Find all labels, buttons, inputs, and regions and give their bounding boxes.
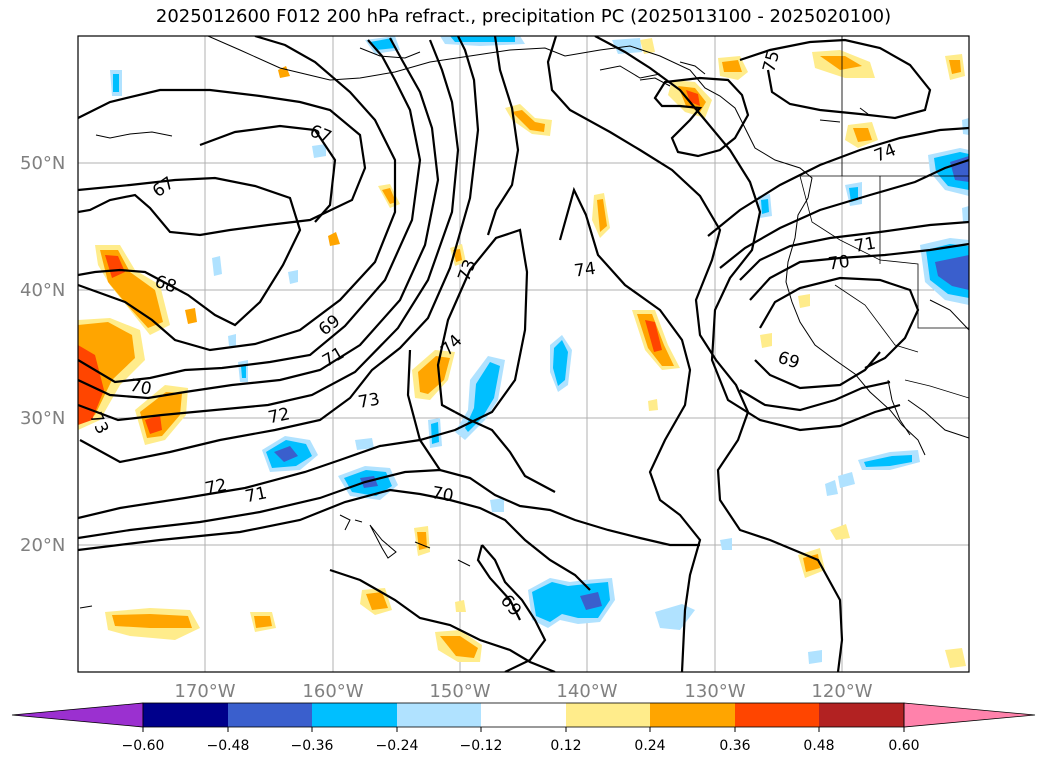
- colorbar-segment: [143, 703, 228, 727]
- lon-label-140w: 140°W: [556, 681, 617, 702]
- lon-label-130w: 130°W: [684, 681, 745, 702]
- colorbar: −0.60 −0.48 −0.36 −0.24 −0.12 0.12 0.24 …: [11, 702, 1036, 754]
- contour-label: 70: [827, 252, 851, 275]
- colorbar-segment: [312, 703, 397, 727]
- lat-label-50n: 50°N: [20, 153, 65, 174]
- colorbar-tick-label: −0.48: [207, 738, 250, 754]
- lat-label-40n: 40°N: [20, 280, 65, 301]
- colorbar-tick-label: 0.60: [888, 738, 919, 754]
- contour-label: 71: [853, 233, 878, 256]
- contour-label: 70: [430, 483, 455, 506]
- colorbar-tick-label: −0.60: [122, 738, 165, 754]
- contour-label: 73: [357, 389, 382, 412]
- colorbar-tick-label: −0.36: [291, 738, 334, 754]
- colorbar-tick-label: 0.24: [634, 738, 665, 754]
- colorbar-segment: [397, 703, 481, 727]
- lon-label-170w: 170°W: [174, 681, 235, 702]
- national-borders: [799, 36, 969, 399]
- lon-label-120w: 120°W: [811, 681, 872, 702]
- lat-label-30n: 30°N: [20, 408, 65, 429]
- lon-label-150w: 150°W: [429, 681, 490, 702]
- figure-title: 2025012600 F012 200 hPa refract., precip…: [155, 6, 892, 27]
- contour-label: 70: [128, 376, 153, 400]
- refractivity-contours: [78, 36, 969, 672]
- colorbar-tick-label: 0.12: [550, 738, 581, 754]
- contour-label: 72: [266, 404, 291, 428]
- colorbar-tick-label: 0.36: [719, 738, 750, 754]
- colorbar-segment: [481, 703, 566, 727]
- colorbar-extend-min: [11, 702, 144, 728]
- lat-label-20n: 20°N: [20, 535, 65, 556]
- map-panel: 67 67 68 69 70 71 72 73 73 74 73 72 71 7…: [78, 36, 969, 672]
- colorbar-ticks: [142, 727, 905, 732]
- coastlines: [79, 36, 969, 609]
- gridlines: [78, 36, 969, 672]
- colorbar-tick-label: 0.48: [803, 738, 834, 754]
- latitude-labels: 50°N 40°N 30°N 20°N: [20, 153, 65, 556]
- longitude-labels: 170°W 160°W 150°W 140°W 130°W 120°W: [174, 681, 872, 702]
- lon-label-160w: 160°W: [302, 681, 363, 702]
- colorbar-segment: [819, 703, 904, 727]
- colorbar-segment: [228, 703, 312, 727]
- colorbar-segment: [735, 703, 819, 727]
- colorbar-segment: [650, 703, 735, 727]
- colorbar-tick-label: −0.24: [376, 738, 419, 754]
- colorbar-tick-label: −0.12: [460, 738, 503, 754]
- contour-label: 72: [203, 475, 228, 499]
- contour-label: 74: [573, 259, 597, 282]
- contour-label: 71: [243, 483, 268, 507]
- colorbar-segment: [566, 703, 650, 727]
- map-frame: [77, 35, 970, 673]
- colorbar-extend-max: [903, 702, 1036, 728]
